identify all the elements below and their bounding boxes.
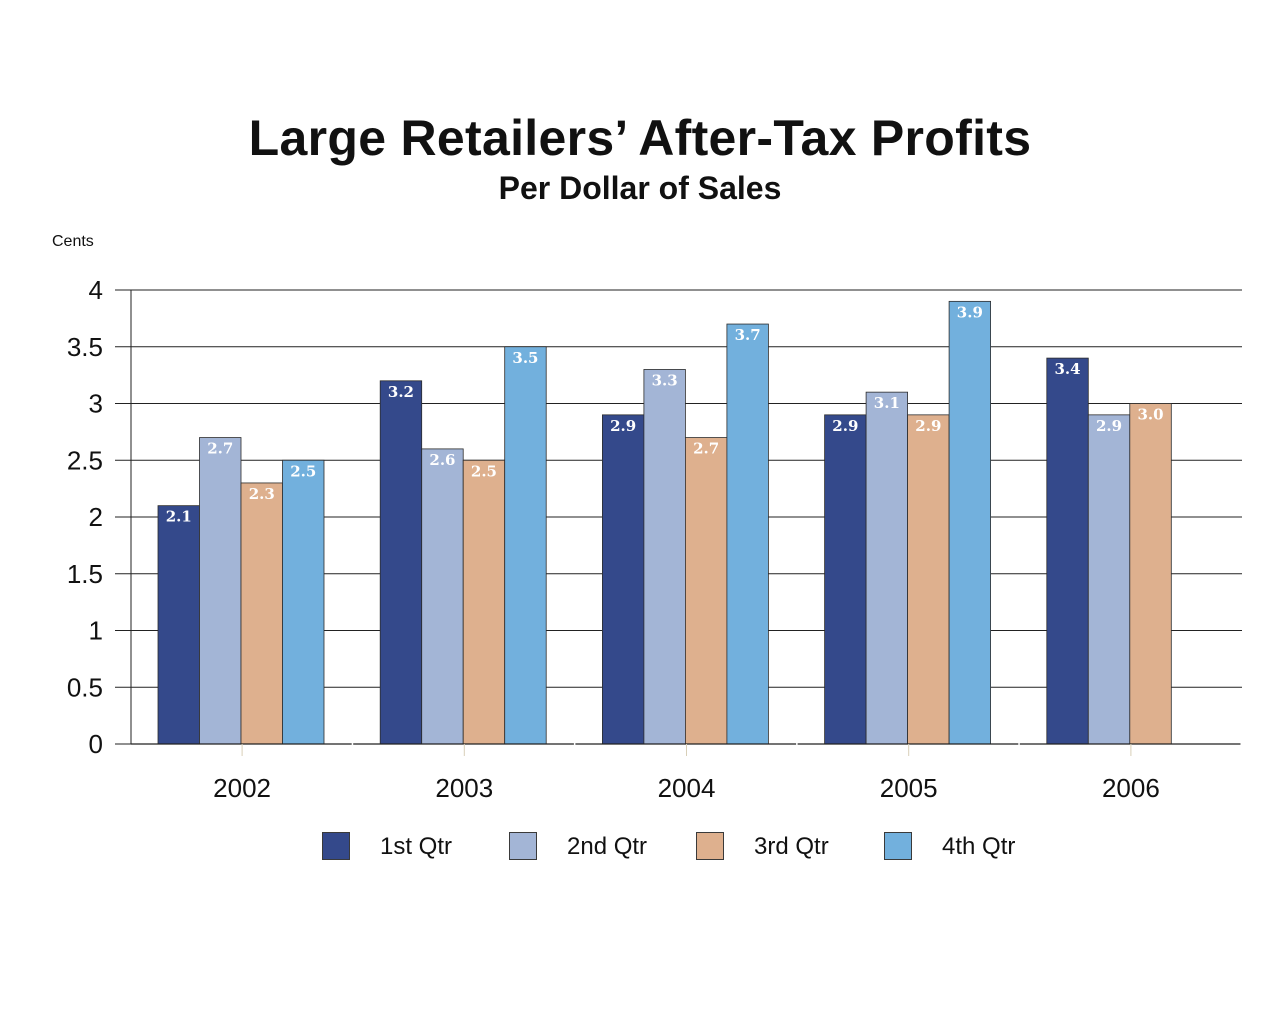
chart-title: Large Retailers’ After-Tax Profits [248,110,1032,166]
data-label: 3.0 [1137,406,1163,424]
y-tick-label: 2 [89,502,103,532]
bar [948,300,991,745]
axes: 0 0.5 1 1.5 2 2.5 3 3.5 4 2002 2003 2004 2005 2006 [67,275,1241,803]
data-label: 2.9 [832,417,858,435]
x-tick-label: 2006 [1102,773,1160,803]
x-tick-label: 2005 [880,773,938,803]
bar [421,448,464,745]
legend-label: 3rd Qtr [754,833,829,860]
legend-swatch [509,832,537,860]
y-tick-label: 1 [89,616,103,646]
x-tick-label: 2004 [658,773,716,803]
data-label: 3.5 [512,349,538,367]
legend-label: 2nd Qtr [567,833,648,860]
data-label: 2.6 [429,451,455,469]
bar [824,414,867,745]
bar [240,482,283,745]
chart-subtitle: Per Dollar of Sales [498,170,782,206]
x-tick-label: 2003 [435,773,493,803]
bar [462,459,506,745]
bar [685,437,728,745]
y-tick-label: 2.5 [67,445,103,475]
bar [157,505,200,745]
bar [1129,403,1172,745]
bar [504,346,547,745]
x-tick-label: 2002 [213,773,271,803]
data-label: 3.4 [1054,360,1080,378]
data-label: 2.5 [290,462,316,480]
y-tick-label: 0 [89,729,103,759]
data-label: 3.9 [957,303,983,321]
legend-label: 1st Qtr [380,833,453,860]
data-label: 3.2 [388,383,414,401]
data-label: 3.1 [874,394,900,412]
data-label: 2.7 [207,440,233,458]
legend-swatch [322,832,350,860]
legend-label: 4th Qtr [942,833,1016,860]
data-label: 3.7 [735,326,761,344]
data-label: 2.7 [693,440,719,458]
data-label: 2.9 [1096,417,1122,435]
bar [1046,357,1089,745]
bar [907,414,950,745]
bar [726,323,769,745]
bars [157,300,1172,745]
y-tick-label: 4 [89,275,103,305]
bar [643,369,686,745]
data-label: 2.3 [249,485,275,503]
bar [199,437,242,745]
legend-swatch [884,832,912,860]
y-tick-label: 3.5 [67,332,103,362]
y-axis-unit-label: Cents [52,233,94,250]
data-label: 2.9 [915,417,941,435]
y-tick-label: 3 [89,389,103,419]
data-labels: 2.1 2.7 2.3 2.5 3.2 2.6 2.5 3.5 2.9 3.3 2.7 3.7 2.9 3… [166,303,1164,525]
data-label: 3.3 [652,371,678,389]
data-label: 2.5 [471,462,497,480]
y-tick-label: 0.5 [67,672,103,702]
bar [865,391,908,745]
data-label: 2.1 [166,508,192,526]
y-tick-label: 1.5 [67,559,103,589]
legend-swatch [696,832,724,860]
bar [602,414,645,745]
data-label: 2.9 [610,417,636,435]
bar [379,380,423,745]
bar [282,459,325,745]
chart-legend: 1st Qtr 2nd Qtr 3rd Qtr 4th Qtr [0,832,1280,862]
bar [1087,414,1131,745]
